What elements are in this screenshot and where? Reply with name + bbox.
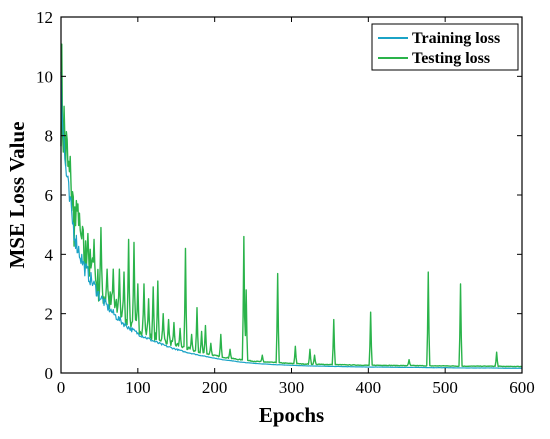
y-tick-label: 8 [45,127,54,146]
y-tick-label: 12 [36,8,53,27]
plot-lines [60,43,523,369]
y-tick-label: 2 [45,305,54,324]
y-tick-label: 6 [45,186,54,205]
y-tick-label: 0 [45,364,54,383]
tick-labels: 0 100 200 300 400 500 600 0 2 4 6 8 10 12 [36,8,535,397]
x-tick-label: 0 [57,378,66,397]
x-tick-label: 600 [509,378,535,397]
series-line-testing [60,43,523,368]
y-tick-label: 10 [36,67,53,86]
axes [60,16,523,374]
legend-label-training: Training loss [412,30,500,47]
x-tick-label: 200 [202,378,228,397]
y-axis-label: MSE Loss Value [5,121,29,268]
x-tick-label: 500 [432,378,458,397]
x-axis-label: Epochs [259,403,324,427]
legend-box [371,23,519,71]
legend-label-testing: Testing loss [412,50,490,67]
series-line-training [60,71,523,369]
x-tick-label: 400 [356,378,382,397]
x-tick-label: 100 [125,378,151,397]
x-tick-label: 300 [279,378,305,397]
legend: Training loss Testing loss [371,23,519,71]
y-tick-label: 4 [45,245,54,264]
